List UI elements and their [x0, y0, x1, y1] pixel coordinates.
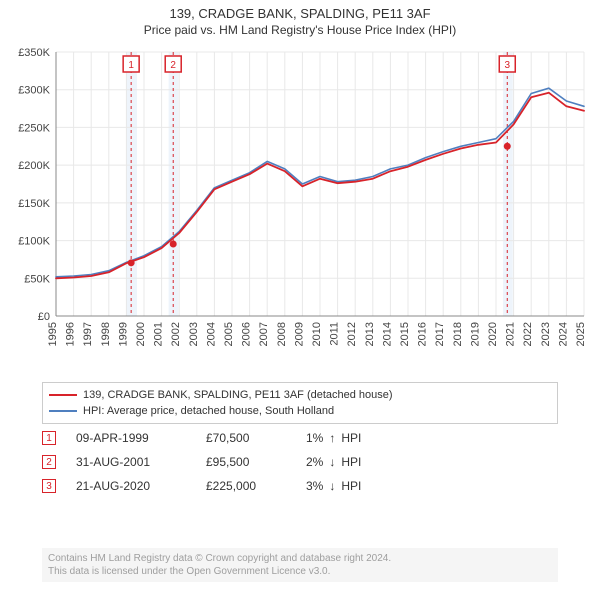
y-tick-label: £50K	[24, 273, 50, 285]
x-tick-label: 2010	[311, 322, 323, 346]
sale-price: £225,000	[206, 479, 306, 493]
footer-line1: Contains HM Land Registry data © Crown c…	[48, 552, 552, 565]
sale-row: 2 31-AUG-2001£95,5002% ↓ HPI	[42, 450, 558, 474]
sale-price: £70,500	[206, 431, 306, 445]
sale-price: £95,500	[206, 455, 306, 469]
x-tick-label: 1995	[47, 322, 59, 346]
sale-date: 31-AUG-2001	[76, 455, 206, 469]
chart-legend: 139, CRADGE BANK, SPALDING, PE11 3AF (de…	[42, 382, 558, 424]
x-tick-label: 2015	[399, 322, 411, 346]
x-tick-label: 2019	[469, 322, 481, 346]
highlight-band	[126, 52, 137, 316]
legend-label: HPI: Average price, detached house, Sout…	[83, 405, 334, 417]
sale-marker-number: 3	[504, 60, 510, 71]
sale-point	[504, 143, 511, 150]
sale-diff-pct: 1%	[306, 431, 323, 445]
sale-row: 3 21-AUG-2020£225,0003% ↓ HPI	[42, 474, 558, 498]
page-subtitle: Price paid vs. HM Land Registry's House …	[0, 23, 600, 37]
legend-item: 139, CRADGE BANK, SPALDING, PE11 3AF (de…	[49, 387, 551, 403]
x-tick-label: 2011	[329, 322, 341, 346]
sale-diff: 1% ↑ HPI	[306, 431, 361, 445]
y-tick-label: £350K	[18, 47, 50, 59]
sale-index-box: 1	[42, 431, 56, 445]
x-tick-label: 1997	[82, 322, 94, 346]
x-tick-label: 2021	[505, 322, 517, 346]
sale-row: 1 09-APR-1999£70,5001% ↑ HPI	[42, 426, 558, 450]
y-tick-label: £200K	[18, 160, 50, 172]
chart-area: £0 £50K £100K £150K £200K £250K £300K £350K 1995…	[8, 44, 592, 374]
sale-date: 09-APR-1999	[76, 431, 206, 445]
sales-table: 1 09-APR-1999£70,5001% ↑ HPI 2 31-AUG-2001£95…	[42, 426, 558, 498]
x-tick-label: 2002	[170, 322, 182, 346]
x-tick-label: 2023	[540, 322, 552, 346]
arrow-down-icon: ↓	[329, 455, 335, 469]
sale-point	[170, 240, 177, 247]
sale-point	[128, 259, 135, 266]
legend-item: HPI: Average price, detached house, Sout…	[49, 403, 551, 419]
sale-diff-pct: 2%	[306, 455, 323, 469]
sale-index-box: 3	[42, 479, 56, 493]
x-tick-label: 2024	[557, 322, 569, 346]
y-tick-label: £100K	[18, 236, 50, 248]
y-tick-label: £300K	[18, 85, 50, 97]
sale-diff: 3% ↓ HPI	[306, 479, 361, 493]
x-tick-label: 1998	[100, 322, 112, 346]
x-tick-label: 2007	[258, 322, 270, 346]
x-tick-label: 2012	[346, 322, 358, 346]
x-tick-label: 2006	[241, 322, 253, 346]
x-tick-label: 2000	[135, 322, 147, 346]
y-tick-label: £250K	[18, 122, 50, 134]
x-tick-label: 2003	[188, 322, 200, 346]
footer-line2: This data is licensed under the Open Gov…	[48, 565, 552, 578]
x-tick-label: 2005	[223, 322, 235, 346]
sale-marker-number: 2	[170, 60, 176, 71]
x-tick-label: 2025	[575, 322, 587, 346]
x-tick-label: 2013	[364, 322, 376, 346]
footer-attribution: Contains HM Land Registry data © Crown c…	[42, 548, 558, 582]
sale-marker-number: 1	[128, 60, 134, 71]
legend-label: 139, CRADGE BANK, SPALDING, PE11 3AF (de…	[83, 389, 393, 401]
highlight-band	[503, 52, 513, 316]
x-tick-label: 2022	[522, 322, 534, 346]
sale-diff: 2% ↓ HPI	[306, 455, 361, 469]
x-tick-label: 2009	[293, 322, 305, 346]
legend-swatch	[49, 410, 77, 412]
sale-diff-label: HPI	[341, 431, 361, 445]
x-tick-label: 1999	[117, 322, 129, 346]
x-tick-label: 2018	[452, 322, 464, 346]
x-tick-label: 2001	[153, 322, 165, 346]
page-title: 139, CRADGE BANK, SPALDING, PE11 3AF	[0, 6, 600, 21]
y-tick-label: £0	[38, 311, 50, 323]
x-tick-label: 2016	[417, 322, 429, 346]
price-chart: £0 £50K £100K £150K £200K £250K £300K £350K 1995…	[8, 44, 592, 374]
x-tick-label: 2017	[434, 322, 446, 346]
sale-index-box: 2	[42, 455, 56, 469]
sale-diff-label: HPI	[341, 479, 361, 493]
arrow-down-icon: ↓	[329, 479, 335, 493]
sale-diff-label: HPI	[341, 455, 361, 469]
x-tick-label: 2008	[276, 322, 288, 346]
arrow-up-icon: ↑	[329, 431, 335, 445]
x-tick-label: 2014	[381, 322, 393, 346]
x-tick-label: 2004	[205, 322, 217, 346]
x-tick-label: 1996	[65, 322, 77, 346]
x-tick-label: 2020	[487, 322, 499, 346]
sale-date: 21-AUG-2020	[76, 479, 206, 493]
y-tick-label: £150K	[18, 198, 50, 210]
sale-diff-pct: 3%	[306, 479, 323, 493]
legend-swatch	[49, 394, 77, 396]
